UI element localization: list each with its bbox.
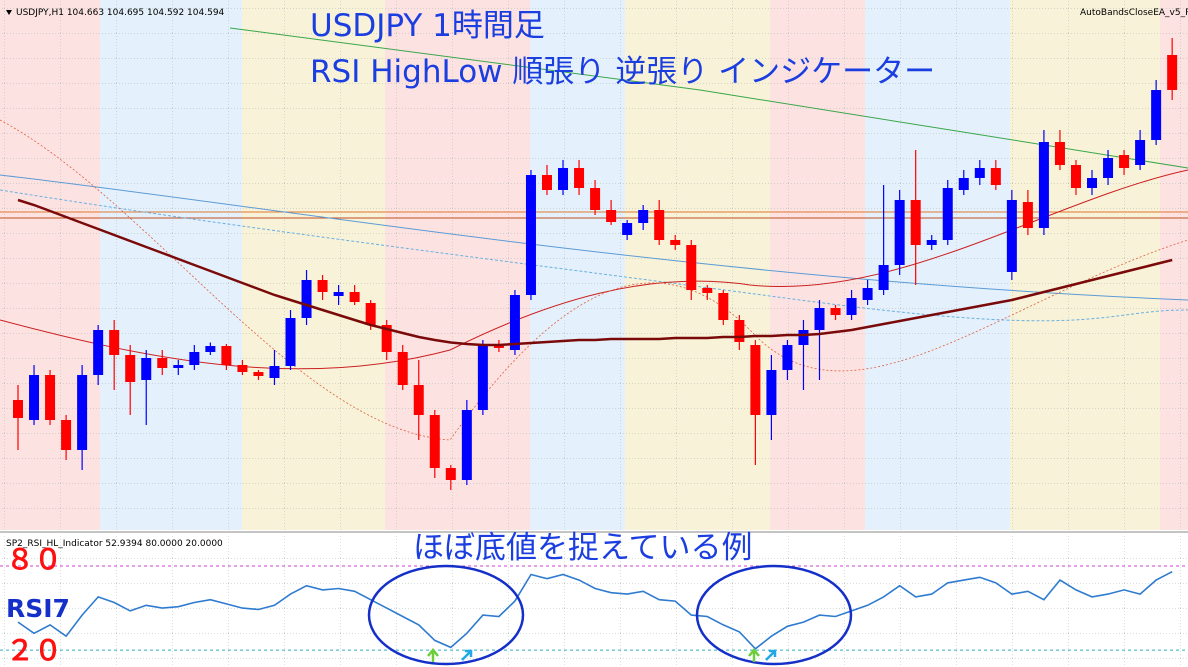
candle-body: [1151, 90, 1162, 140]
candle-body: [157, 358, 168, 368]
symbol-header: USDJPY,H1 104.663 104.695 104.592 104.59…: [16, 8, 225, 18]
candle-body: [894, 200, 905, 265]
candle-body: [734, 320, 745, 342]
candle-body: [221, 346, 232, 365]
rsi-line: [17, 570, 1173, 650]
candle-body: [45, 375, 56, 420]
indicator-lines: [0, 27, 1188, 441]
candle-body: [445, 468, 456, 480]
candle-body: [525, 175, 536, 295]
candle-body: [958, 178, 969, 190]
candle-body: [878, 265, 889, 290]
candle-body: [61, 420, 72, 450]
candle-body: [686, 245, 697, 290]
signal-arrow: [427, 648, 439, 662]
candle-body: [846, 298, 857, 315]
candle-body: [1006, 200, 1017, 272]
candle-body: [349, 292, 360, 302]
candle-body: [285, 318, 296, 366]
candle-body: [1135, 140, 1146, 165]
candle-body: [125, 355, 136, 382]
menu-triangle: [6, 10, 12, 15]
level-label: ８０: [6, 543, 62, 576]
candle-body: [493, 345, 504, 348]
signal-arrow: [461, 649, 473, 661]
candle-body: [702, 288, 713, 293]
candle-body: [477, 345, 488, 410]
candle-body: [141, 358, 152, 380]
level-label: ２０: [6, 634, 62, 667]
candle-body: [253, 372, 264, 376]
candle-body: [1070, 165, 1081, 188]
candle-body: [189, 352, 200, 365]
candle-body: [622, 223, 633, 235]
candle-body: [13, 400, 23, 418]
candle-body: [429, 415, 440, 468]
candle-body: [397, 352, 408, 385]
candle-body: [1054, 142, 1065, 165]
candle-body: [509, 295, 520, 350]
candle-body: [1087, 178, 1098, 188]
candle-body: [910, 200, 921, 245]
signal-arrow: [748, 648, 760, 662]
indicator-label: SP2_RSI_HL_Indicator 52.9394 80.0000 20.…: [6, 539, 223, 549]
candle-body: [77, 375, 88, 450]
candle-body: [109, 330, 120, 355]
candle-body: [670, 240, 681, 245]
candle-body: [590, 188, 601, 210]
candle-body: [766, 370, 777, 415]
candle-body: [29, 375, 40, 420]
candle-body: [782, 345, 793, 370]
series-label: RSI7: [6, 594, 70, 623]
candle-body: [301, 280, 312, 318]
candle-body: [1167, 55, 1178, 90]
highlight-circle: [695, 564, 853, 666]
highlight-circle: [367, 564, 525, 666]
candle-body: [926, 240, 937, 245]
candle-body: [173, 365, 184, 368]
candle-body: [606, 210, 617, 222]
candle-body: [413, 385, 424, 415]
candle-body: [1022, 202, 1033, 228]
candle-body: [1119, 155, 1130, 168]
candle-body: [461, 410, 472, 480]
expert-label: AutoBandsCloseEA_v5_P: [1080, 8, 1188, 18]
candle-body: [1103, 158, 1114, 178]
chart-subtitle: RSI HighLow 順張り 逆張り インジケーター: [310, 54, 935, 90]
chart-title: USDJPY 1時間足: [310, 8, 545, 44]
candle-body: [638, 210, 649, 223]
candle-body: [333, 292, 344, 296]
candle-body: [718, 293, 729, 320]
candle-body: [237, 365, 248, 372]
candle-body: [365, 303, 376, 325]
candle-body: [541, 175, 552, 190]
candle-body: [654, 210, 665, 240]
annotation: ほぼ底値を捉えている例: [413, 530, 752, 566]
candle-body: [862, 288, 873, 300]
candle-body: [574, 168, 585, 188]
candle-body: [381, 325, 392, 352]
candle-body: [269, 366, 280, 378]
candle-body: [317, 280, 328, 292]
signal-arrow: [765, 649, 777, 661]
candle-body: [1038, 142, 1049, 228]
candle-body: [558, 168, 569, 190]
moving-average: [17, 198, 1173, 347]
candle-body: [814, 308, 825, 330]
candle-body: [942, 188, 953, 240]
candle-body: [830, 308, 841, 315]
candle-body: [750, 345, 761, 415]
candle-body: [93, 330, 104, 375]
candle-body: [798, 330, 809, 345]
candle-body: [990, 168, 1001, 185]
candle-body: [974, 168, 985, 178]
candle-body: [205, 346, 216, 352]
